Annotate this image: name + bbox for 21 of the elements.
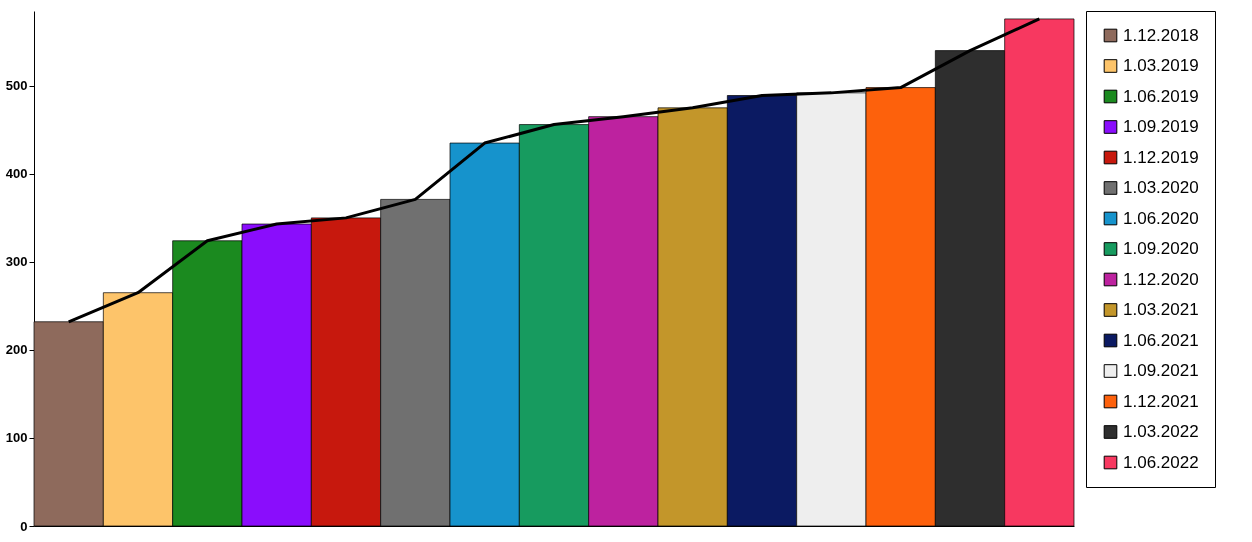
legend-label: 1.12.2019 [1123, 147, 1199, 167]
y-tick-label: 100 [5, 430, 28, 446]
legend-label: 1.12.2018 [1123, 25, 1199, 45]
legend-label: 1.03.2022 [1123, 422, 1199, 441]
y-tick-label: 300 [5, 254, 28, 270]
legend-label: 1.06.2020 [1123, 208, 1199, 228]
legend-label: 1.03.2020 [1123, 178, 1199, 197]
legend-label: 1.06.2019 [1123, 86, 1199, 106]
legend-label: 1.09.2021 [1123, 361, 1199, 380]
legend-label: 1.06.2022 [1123, 452, 1199, 472]
y-tick-label: 500 [5, 78, 28, 94]
y-tick-label: 0 [20, 518, 28, 534]
legend-label: 1.09.2019 [1123, 117, 1199, 136]
y-tick-label: 400 [5, 166, 28, 182]
y-tick-label: 200 [5, 342, 28, 358]
legend-label: 1.03.2019 [1123, 56, 1199, 75]
legend-label: 1.12.2021 [1123, 391, 1199, 411]
legend-label: 1.09.2020 [1123, 239, 1199, 258]
legend-label: 1.03.2021 [1123, 300, 1199, 319]
legend-label: 1.12.2020 [1123, 269, 1199, 289]
legend-label: 1.06.2021 [1123, 330, 1199, 350]
